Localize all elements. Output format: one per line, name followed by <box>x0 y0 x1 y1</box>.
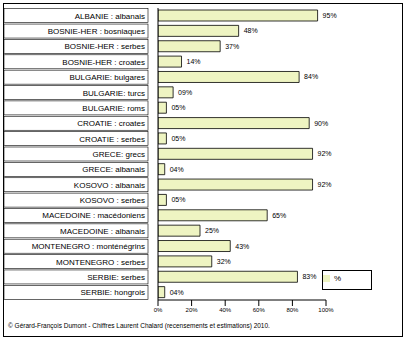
svg-text:BULGARIE: turcs: BULGARIE: turcs <box>83 89 145 98</box>
svg-text:ALBANIE : albanais: ALBANIE : albanais <box>75 12 145 21</box>
svg-text:MACEDOINE : albanais: MACEDOINE : albanais <box>60 227 145 236</box>
svg-text:BOSNIE-HER : serbes: BOSNIE-HER : serbes <box>65 42 145 51</box>
svg-text:BOSNIE-HER : croates: BOSNIE-HER : croates <box>62 58 145 67</box>
svg-text:40%: 40% <box>219 307 232 313</box>
svg-text:84%: 84% <box>304 73 318 80</box>
svg-text:MONTENEGRO : monténégrins: MONTENEGRO : monténégrins <box>32 242 145 251</box>
svg-text:32%: 32% <box>217 258 231 265</box>
svg-text:25%: 25% <box>205 227 219 234</box>
svg-text:65%: 65% <box>272 212 286 219</box>
svg-text:60%: 60% <box>253 307 266 313</box>
svg-text:SERBIE: hongrois: SERBIE: hongrois <box>81 288 145 297</box>
svg-text:09%: 09% <box>178 89 192 96</box>
svg-text:14%: 14% <box>187 58 201 65</box>
svg-text:BULGARIE: roms: BULGARIE: roms <box>82 104 145 113</box>
svg-text:GRECE: albanais: GRECE: albanais <box>82 165 145 174</box>
svg-text:37%: 37% <box>225 43 239 50</box>
svg-text:95%: 95% <box>323 12 337 19</box>
svg-text:04%: 04% <box>170 289 184 296</box>
svg-text:05%: 05% <box>171 104 185 111</box>
svg-text:0%: 0% <box>154 307 163 313</box>
html-text:© Gérard-François Dumont - Chi: © Gérard-François Dumont - Chiffres Laur… <box>8 322 270 329</box>
svg-text:MACEDOINE : macédoniens: MACEDOINE : macédoniens <box>42 211 145 220</box>
svg-text:92%: 92% <box>318 181 332 188</box>
svg-text:CROATIE : serbes: CROATIE : serbes <box>79 135 145 144</box>
svg-text:80%: 80% <box>286 307 299 313</box>
svg-text:48%: 48% <box>244 27 258 34</box>
svg-text:CROATIE : croates: CROATIE : croates <box>77 119 145 128</box>
svg-text:BOSNIE-HER : bosniaques: BOSNIE-HER : bosniaques <box>48 27 145 36</box>
svg-text:05%: 05% <box>171 135 185 142</box>
svg-text:83%: 83% <box>302 273 316 280</box>
svg-text:KOSOVO : albanais: KOSOVO : albanais <box>74 181 145 190</box>
svg-text:92%: 92% <box>318 150 332 157</box>
svg-text:GRECE: grecs: GRECE: grecs <box>93 150 145 159</box>
svg-text:100%: 100% <box>318 307 334 313</box>
svg-text:BULGARIE: bulgares: BULGARIE: bulgares <box>69 73 145 82</box>
svg-text:04%: 04% <box>170 166 184 173</box>
svg-text:20%: 20% <box>186 307 199 313</box>
svg-text:SERBIE: serbes: SERBIE: serbes <box>87 273 145 282</box>
svg-text:43%: 43% <box>235 243 249 250</box>
svg-text:MONTENEGRO : serbes: MONTENEGRO : serbes <box>56 258 145 267</box>
svg-text:KOSOVO : serbes: KOSOVO : serbes <box>80 196 145 205</box>
svg-text:90%: 90% <box>314 120 328 127</box>
svg-text:05%: 05% <box>171 196 185 203</box>
